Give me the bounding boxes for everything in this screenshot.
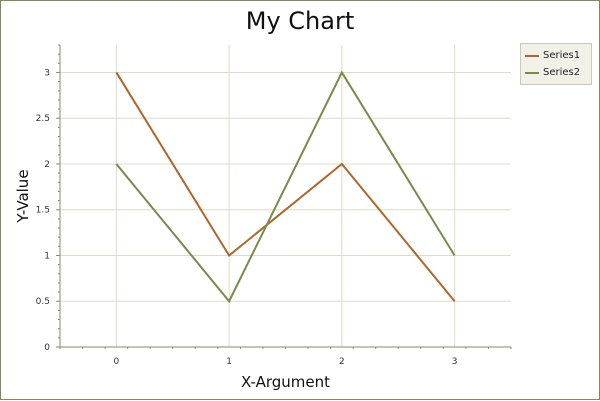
legend-swatch-series1 [525, 54, 539, 57]
chart-title: My Chart [245, 7, 355, 35]
x-axis-title: X-Argument [241, 373, 330, 391]
series-line-2 [115, 70, 456, 304]
y-tick-label-0: 0 [44, 343, 50, 353]
y-tick-label-1: 0.5 [36, 297, 50, 307]
legend: Series1 Series2 [520, 43, 592, 85]
legend-item-series1: Series1 [525, 47, 587, 64]
x-tick-label-1: 1 [226, 357, 232, 367]
x-tick-label-2: 2 [339, 357, 345, 367]
legend-label-series1: Series1 [543, 50, 581, 61]
x-tick-label-0: 0 [114, 357, 120, 367]
legend-item-series2: Series2 [525, 64, 587, 81]
x-tick-label-3: 3 [452, 357, 458, 367]
legend-swatch-series2 [525, 71, 539, 74]
y-axis-title: Y-Value [14, 169, 32, 223]
y-tick-label-2: 1 [44, 251, 50, 261]
y-tick-label-4: 2 [44, 160, 50, 170]
y-tick-label-5: 2.5 [36, 114, 50, 124]
y-tick-label-3: 1.5 [36, 206, 50, 216]
legend-label-series2: Series2 [543, 67, 581, 78]
series-line-1 [115, 71, 456, 302]
y-tick-label-6: 3 [44, 68, 50, 78]
